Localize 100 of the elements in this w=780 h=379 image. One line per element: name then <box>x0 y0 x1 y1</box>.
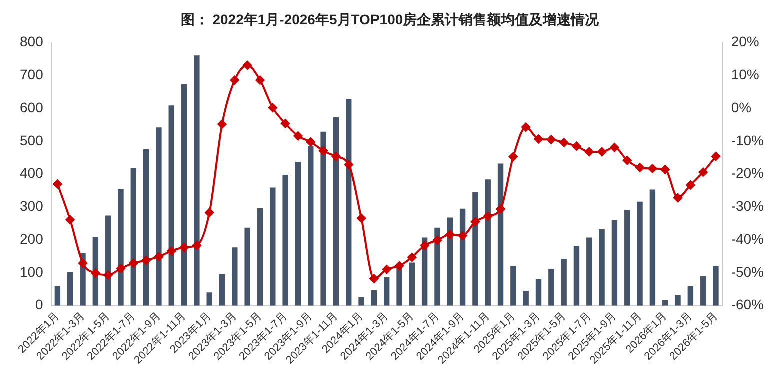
point <box>560 138 569 148</box>
point <box>395 262 404 271</box>
point <box>546 135 556 144</box>
y2-tick-label: 20% <box>731 34 760 50</box>
bar <box>282 174 288 306</box>
bar <box>308 146 314 306</box>
bar <box>244 228 250 306</box>
point <box>420 241 430 250</box>
bar <box>523 291 529 306</box>
bar <box>713 266 719 306</box>
bar <box>143 149 150 306</box>
bar <box>561 259 567 306</box>
point <box>344 160 354 170</box>
point <box>205 208 214 218</box>
point <box>78 258 88 268</box>
bar <box>574 246 580 306</box>
point <box>129 258 138 268</box>
point <box>470 217 480 226</box>
bar <box>688 286 694 306</box>
point <box>686 180 696 190</box>
point <box>484 212 493 221</box>
bar <box>662 300 668 306</box>
bar <box>396 268 402 306</box>
bar <box>232 248 238 306</box>
point <box>192 241 202 250</box>
point <box>91 268 100 278</box>
point <box>534 134 544 144</box>
bar <box>68 272 74 306</box>
bar <box>270 188 276 306</box>
bar <box>295 162 302 306</box>
y-tick-label: 800 <box>20 34 44 50</box>
y2-tick-label: -50% <box>731 264 764 280</box>
point <box>180 243 189 252</box>
point <box>53 180 62 189</box>
bar <box>700 276 706 306</box>
point <box>584 147 594 156</box>
point <box>167 246 176 256</box>
point <box>319 146 328 156</box>
bar <box>384 278 390 306</box>
point <box>116 264 126 274</box>
bar <box>586 238 592 306</box>
point <box>598 147 607 156</box>
y2-tick-label: 10% <box>731 66 760 83</box>
bar <box>498 164 504 306</box>
point <box>243 60 252 70</box>
point <box>446 230 455 240</box>
point <box>458 231 468 240</box>
point <box>698 168 708 177</box>
bar <box>219 274 226 306</box>
y-tick-label: 0 <box>36 296 44 313</box>
point <box>256 76 265 85</box>
point <box>660 165 670 174</box>
point <box>104 270 113 280</box>
point <box>508 152 518 162</box>
point <box>230 76 240 85</box>
y2-tick-label: -30% <box>731 198 764 214</box>
point <box>268 103 278 112</box>
bar <box>206 292 212 306</box>
point <box>674 193 683 202</box>
point <box>382 265 392 274</box>
y2-tick-label: -40% <box>731 230 764 247</box>
y2-tick-label: 0% <box>731 99 752 116</box>
point <box>66 216 75 225</box>
bar <box>320 132 326 306</box>
bar <box>409 262 416 306</box>
y-tick-label: 700 <box>20 66 44 83</box>
point <box>432 236 442 245</box>
bar <box>181 84 188 306</box>
point <box>370 274 379 284</box>
bar <box>358 297 364 306</box>
y-tick-label: 200 <box>20 230 44 247</box>
y2-tick-label: -60% <box>731 296 764 313</box>
chart-title: 图： 2022年1月-2026年5月TOP100房企累计销售额均值及增速情况 <box>180 11 600 28</box>
bar <box>637 202 643 306</box>
point <box>306 138 316 147</box>
point <box>408 252 417 262</box>
bar <box>54 286 61 306</box>
point <box>142 256 151 265</box>
bar <box>472 192 478 306</box>
point <box>610 143 620 152</box>
point <box>648 164 658 174</box>
point <box>294 132 303 141</box>
bar <box>194 56 200 306</box>
bar <box>485 180 491 306</box>
point <box>281 119 290 128</box>
y2-tick-label: -20% <box>731 165 764 182</box>
bar <box>650 190 656 306</box>
point <box>332 152 341 162</box>
point <box>711 152 720 162</box>
bar <box>130 168 136 306</box>
y2-tick-label: -10% <box>731 132 764 148</box>
y-tick-label: 600 <box>20 99 44 116</box>
point <box>154 252 164 262</box>
point <box>496 204 506 214</box>
bar <box>599 230 605 306</box>
bar <box>168 106 174 306</box>
bar <box>257 208 264 306</box>
bar <box>156 128 162 306</box>
point <box>218 120 227 129</box>
y-tick-label: 400 <box>20 165 44 182</box>
